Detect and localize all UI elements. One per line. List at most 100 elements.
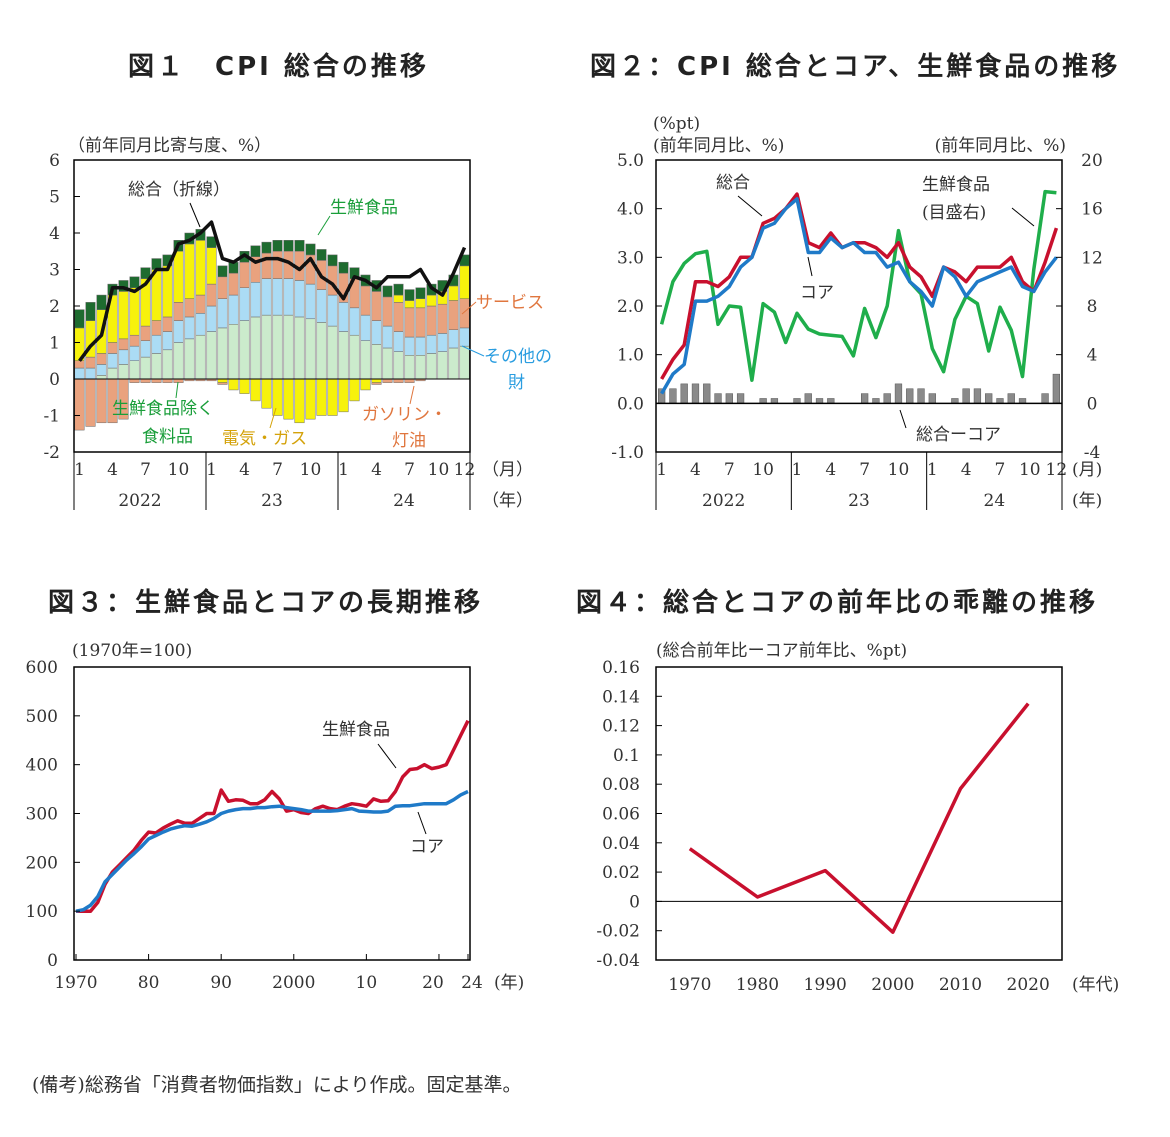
fig2-diff-bar: [1052, 373, 1060, 404]
fig1-month-tick: 4: [107, 460, 118, 480]
fig2-diff-bars: [658, 373, 1060, 404]
fig2-ytick-right-label: 4: [1087, 346, 1098, 366]
fig1-bar: [327, 254, 338, 267]
fig1-month-tick: 12: [454, 460, 476, 480]
fig2-ytick-left-label: 1.0: [617, 346, 644, 366]
fig1-bar: [338, 302, 349, 332]
fig2-month-tick: 1: [792, 460, 803, 480]
fig2-diff-bar: [714, 393, 722, 404]
fig4-unit-label: (総合前年比ーコア前年比、%pt): [656, 641, 907, 661]
fig2-diff-bar: [1007, 393, 1015, 404]
fig3-x-unit: (年): [494, 973, 524, 993]
fig1-bar: [393, 283, 404, 296]
fig1-ytick-label: 5: [49, 188, 60, 208]
fig2-title: 図２：CPI 総合とコア、生鮮食品の推移: [590, 52, 1121, 82]
fig4-xtick-label: 2000: [871, 975, 914, 995]
fig2-diff-bar: [973, 388, 982, 404]
fig2-ytick-right-label: 0: [1087, 394, 1098, 414]
fig1-bar: [195, 294, 206, 314]
fig1-bar: [338, 261, 349, 274]
fig1-bar: [118, 349, 129, 365]
fig1-bar: [459, 298, 470, 329]
fig1-title: 図１ CPI 総合の推移: [128, 52, 429, 82]
fig1-ytick-label: 6: [49, 151, 60, 171]
fig1-bar: [393, 294, 404, 303]
fig1-bar: [261, 314, 272, 380]
fig1-bar: [151, 353, 162, 380]
fig2-total-annotation: 総合: [716, 173, 750, 193]
fig1-energy-annotation: 電気・ガス: [222, 429, 307, 449]
fig1-bar: [85, 356, 96, 369]
fig1-bar: [349, 334, 360, 380]
fig1-bar: [404, 378, 415, 383]
fig2-ytick-left-label: 5.0: [617, 151, 644, 171]
fig1-bar: [250, 316, 261, 380]
fig4-ytick-label: 0: [629, 892, 640, 912]
fig1-bar: [283, 278, 294, 316]
fig4-xtick-label: 2020: [1007, 975, 1050, 995]
fig1-bar: [448, 300, 459, 330]
fig1-bar: [371, 320, 382, 345]
fig1-bar: [96, 364, 107, 376]
fig1-bar: [217, 276, 228, 299]
fig4-ytick-label: 0.06: [602, 805, 640, 825]
fig1-bar: [371, 291, 382, 321]
fig1-bar: [107, 353, 118, 369]
fig2-diff-bar: [917, 388, 925, 404]
fig1-month-tick: 7: [404, 460, 415, 480]
fig3-ytick-label: 200: [26, 853, 58, 873]
fig1-bar: [206, 305, 217, 332]
fig4-ytick-label: -0.04: [596, 951, 640, 971]
fig1-bar: [118, 291, 129, 340]
fig1-bar: [206, 247, 217, 285]
fig1-bar: [195, 240, 206, 296]
fig1-bar: [261, 378, 272, 409]
fig1-goods-annotation: その他の: [484, 347, 552, 367]
fig1-bar: [151, 378, 162, 383]
fig1-bar: [228, 294, 239, 325]
fig2-core-line: [660, 197, 1058, 395]
fig2-ytick-left-label: 4.0: [617, 200, 644, 220]
fig1-bar: [448, 329, 459, 349]
fig1-bar: [349, 378, 360, 402]
fig1-food-annotation-2: 食料品: [142, 427, 193, 447]
fig2-year-unit: (年): [1072, 491, 1102, 511]
fig2-unit-right: (前年同月比、%): [935, 136, 1066, 156]
fig4-ytick-label: 0.16: [602, 658, 640, 678]
fig1-bar: [382, 325, 393, 349]
fig1-month-tick: 10: [428, 460, 450, 480]
fig1-bar: [305, 318, 316, 380]
fig1-bar: [151, 269, 162, 321]
fig1-bar: [173, 302, 184, 321]
fig1-ytick-label: 4: [49, 224, 60, 244]
fig2-month-tick: 4: [825, 460, 836, 480]
fig2-fresh-pointer: [1011, 207, 1035, 227]
fig1-total-line: [78, 220, 467, 362]
fig2-diff-pointer: [899, 409, 907, 429]
fig2-diff-bar: [962, 388, 970, 404]
fig2-ytick-right-label: 12: [1081, 248, 1103, 268]
fig1-bar: [437, 333, 448, 352]
fig1-bar: [393, 331, 404, 352]
fig1-bar: [360, 285, 371, 316]
fig2-month-tick: 10: [752, 460, 774, 480]
fig1-bar: [305, 243, 316, 256]
fig1-bar: [162, 331, 173, 351]
fig1-gas-annotation-2: 灯油: [392, 431, 426, 451]
fig1-bar: [294, 378, 305, 424]
fig1-bar: [85, 302, 96, 321]
fig2-ytick-right-label: 8: [1087, 297, 1098, 317]
fig1-bar: [404, 307, 415, 338]
fig2-ytick-right-label: 20: [1081, 151, 1103, 171]
fig3-title: 図３：生鮮食品とコアの長期推移: [48, 588, 484, 618]
fig2-fresh-annotation: 生鮮食品: [922, 175, 990, 195]
fig1-bar: [360, 340, 371, 380]
fig1-bar: [129, 276, 140, 288]
fig2-diff-bar: [725, 393, 733, 404]
fig2-ytick-right-label: 16: [1081, 200, 1103, 220]
fig2-diff-bar: [928, 393, 936, 404]
fig1-bar: [272, 378, 283, 416]
fig1-bar: [74, 378, 85, 431]
fig1-bar: [118, 338, 129, 351]
